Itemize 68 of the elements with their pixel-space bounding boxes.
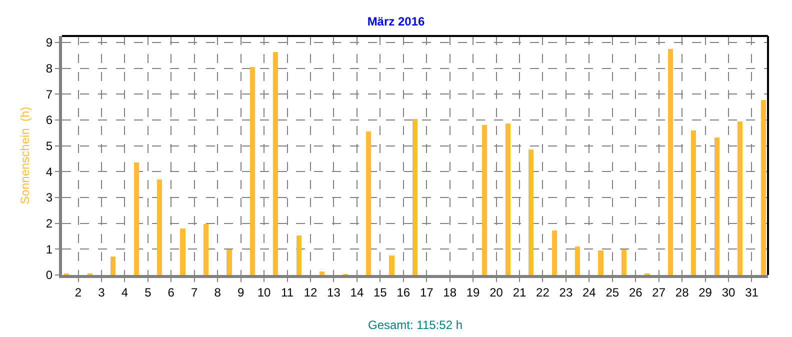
bar [180,228,186,275]
bar [714,137,720,275]
y-tick-label: 5 [46,139,53,154]
y-tick-label: 2 [46,216,53,231]
bar [250,67,255,275]
x-tick-label: 24 [582,285,596,300]
bar [738,121,743,275]
y-tick-label: 9 [46,36,53,50]
y-tick-label: 8 [46,62,53,76]
text: Gesamt: 115:52 h [368,318,462,332]
bar [598,250,604,275]
x-tick-label: 5 [144,285,152,300]
bar [296,235,302,275]
y-tick-label: 7 [46,87,53,102]
x-tick-label: 13 [327,285,341,300]
bar [412,119,418,275]
x-tick-label: 10 [257,285,272,300]
x-tick-label: 27 [652,285,666,300]
bar [552,230,557,275]
x-tick-label: 28 [675,285,690,300]
x-tick-label: 16 [396,285,410,300]
bar [528,149,534,275]
bar [389,256,394,275]
bar [320,271,325,275]
x-tick-label: 22 [536,285,550,300]
x-tick-label: 31 [745,285,759,300]
x-tick-label: 18 [443,285,457,300]
bar [110,256,116,275]
y-tick-label: 6 [46,113,53,128]
x-tick-label: 19 [466,285,480,300]
x-tick-label: 23 [559,285,573,300]
x-tick-label: 7 [191,285,198,300]
x-tick-label: 2 [74,285,82,300]
x-tick-label: 30 [722,285,736,300]
bar [273,52,278,275]
x-tick-label: 8 [214,285,222,300]
x-tick-label: 21 [512,285,527,300]
x-tick-label: 6 [168,285,175,300]
bar [621,250,627,275]
x-tick-label: 9 [237,285,244,300]
bar [505,123,510,275]
bar [760,100,766,275]
y-tick-label: 1 [46,242,53,256]
x-tick-label: 14 [350,285,364,300]
x-tick-label: 17 [420,285,434,300]
y-tick-label: 0 [46,268,53,282]
x-tick-label: 3 [98,285,106,300]
bar [575,246,580,275]
y-tick-label: 4 [46,164,53,179]
bar [134,162,139,275]
y-axis-title: Sonnenschein (h) [18,106,32,204]
bar [226,250,232,275]
x-tick-label: 20 [490,285,504,300]
x-tick-label: 26 [628,285,643,300]
bar [156,179,162,275]
bar [366,131,372,275]
bar [691,130,696,275]
bar [203,224,209,275]
x-tick-label: 29 [698,285,712,300]
x-tick-label: 11 [281,285,294,300]
x-tick-label: 25 [606,285,620,300]
bar [482,125,488,275]
y-tick-label: 3 [46,190,53,205]
chart-title: März 2016 [367,14,426,28]
x-tick-label: 15 [373,285,388,300]
bar [668,48,674,275]
x-tick-label: 4 [121,285,128,300]
x-tick-label: 12 [304,285,318,300]
